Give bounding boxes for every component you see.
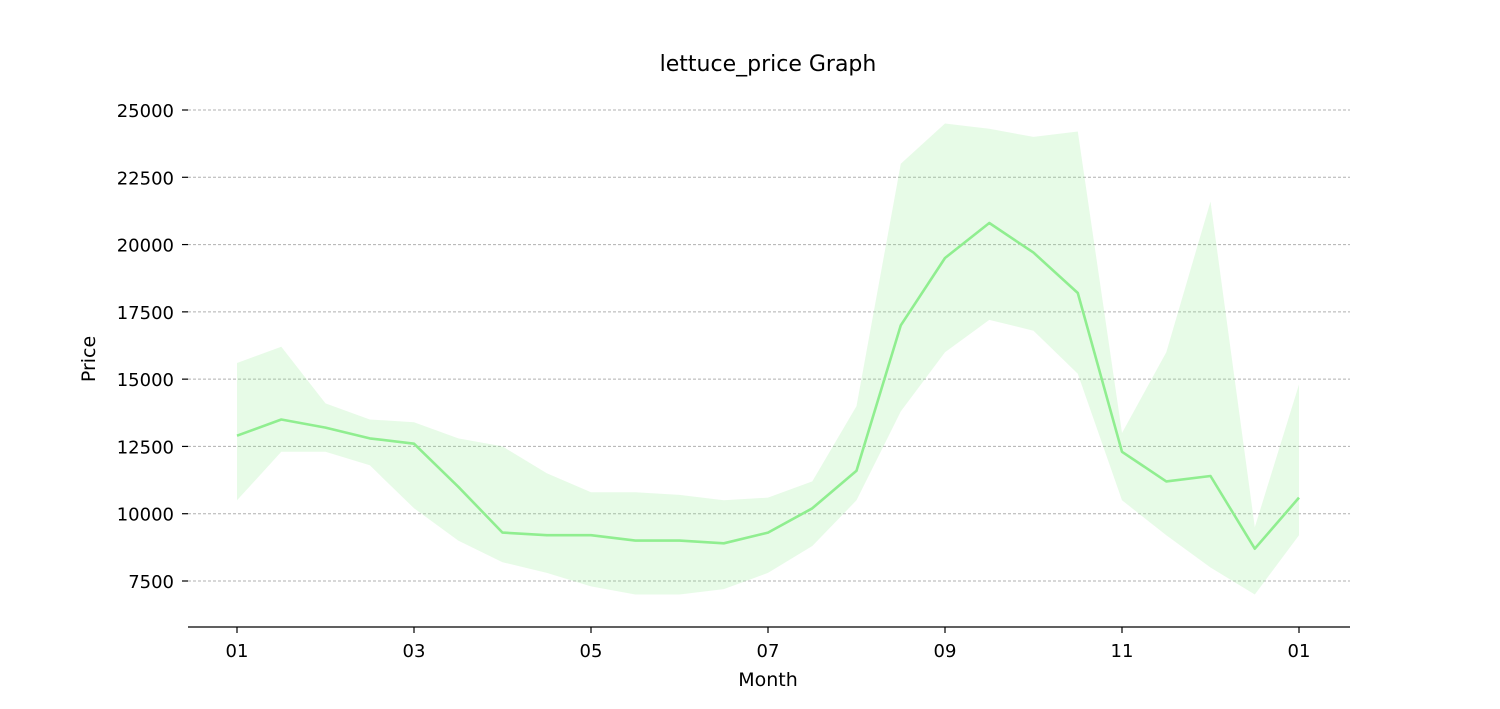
y-tick-label: 25000 bbox=[117, 101, 174, 122]
chart-title: lettuce_price Graph bbox=[660, 52, 877, 77]
x-axis-label: Month bbox=[738, 669, 798, 691]
y-tick-label: 22500 bbox=[117, 168, 174, 189]
x-tick-label: 01 bbox=[1288, 641, 1311, 662]
series-confidence-band bbox=[237, 124, 1299, 595]
x-tick-label: 03 bbox=[403, 641, 426, 662]
range-band-layer bbox=[237, 124, 1299, 595]
y-tick-label: 7500 bbox=[128, 572, 174, 593]
x-tick-label: 01 bbox=[226, 641, 249, 662]
y-tick-label: 17500 bbox=[117, 303, 174, 324]
y-tick-label: 10000 bbox=[117, 505, 174, 526]
y-tick-label: 15000 bbox=[117, 370, 174, 391]
x-tick-label: 11 bbox=[1111, 641, 1134, 662]
x-tick-label: 09 bbox=[934, 641, 957, 662]
y-axis-label: Price bbox=[78, 336, 100, 382]
x-tick-label: 05 bbox=[580, 641, 603, 662]
y-tick-label: 20000 bbox=[117, 236, 174, 257]
y-tick-label: 12500 bbox=[117, 437, 174, 458]
x-tick-label: 07 bbox=[757, 641, 780, 662]
